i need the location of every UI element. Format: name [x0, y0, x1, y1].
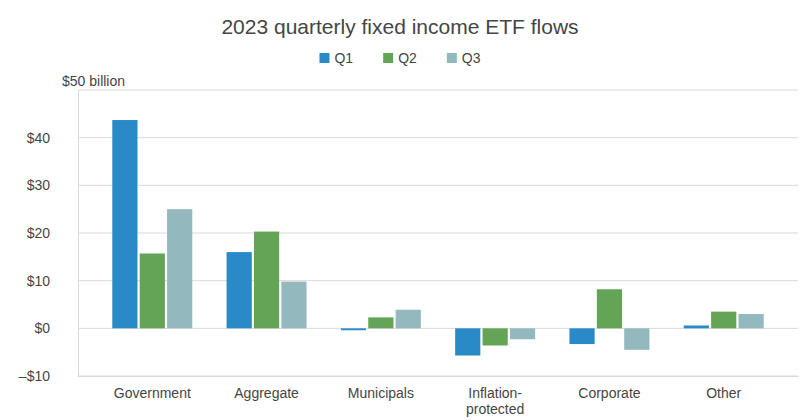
x-axis-line	[79, 376, 799, 377]
bar	[510, 328, 535, 339]
bar	[112, 120, 137, 328]
title: 2023 quarterly fixed income ETF flows	[221, 15, 578, 38]
grid	[78, 90, 798, 376]
y-tick: $10	[27, 273, 78, 289]
legend: Q1 Q2 Q3	[319, 50, 480, 66]
x-tick: Government	[114, 376, 191, 401]
bar	[281, 282, 306, 329]
grid-line	[78, 90, 798, 91]
legend-swatch	[319, 53, 329, 63]
y-axis: –$10 $0 $10 $20 $30 $40 $50 billion	[19, 73, 125, 384]
x-tick: Inflation-protected	[466, 376, 524, 417]
x-tick-label: Municipals	[348, 385, 414, 401]
bar	[341, 328, 366, 330]
chart: 2023 quarterly fixed income ETF flows –$1…	[0, 0, 800, 420]
y-tick-label: $20	[27, 225, 51, 241]
x-axis: Government Aggregate Municipals Inflation-p…	[79, 376, 799, 417]
series	[112, 120, 709, 355]
bar	[396, 310, 421, 329]
x-tick-label: Other	[706, 385, 741, 401]
bar	[739, 314, 764, 328]
legend-label: Q1	[334, 50, 353, 66]
legend-item: Q1	[319, 50, 353, 66]
y-tick-label: $10	[27, 273, 51, 289]
bar	[227, 252, 252, 328]
grid-line	[78, 376, 798, 377]
x-tick-label: Inflation-protected	[466, 385, 524, 417]
y-tick-label: $0	[34, 320, 50, 336]
legend-label: Q2	[398, 50, 417, 66]
legend-swatch	[383, 53, 393, 63]
legend-item: Q2	[383, 50, 417, 66]
y-tick-label: $40	[27, 130, 51, 146]
grid-line	[78, 185, 798, 186]
bar	[254, 232, 279, 329]
y-tick-label: $50 billion	[62, 73, 125, 89]
bar	[368, 317, 393, 328]
plot: –$10 $0 $10 $20 $30 $40 $50 billion Government A…	[19, 73, 799, 417]
x-tick: Aggregate	[234, 376, 299, 401]
x-tick-label: Aggregate	[234, 385, 299, 401]
y-tick: $40	[27, 130, 78, 146]
y-tick: $30	[27, 177, 78, 193]
bar	[624, 328, 649, 349]
series	[167, 209, 764, 350]
x-tick-label: Corporate	[578, 385, 640, 401]
y-tick-label: –$10	[19, 368, 50, 384]
bars	[112, 120, 763, 355]
bar	[140, 253, 165, 328]
y-axis-line	[78, 91, 79, 377]
bar	[597, 289, 622, 328]
legend-label: Q3	[462, 50, 481, 66]
y-tick: $0	[34, 320, 78, 336]
bar	[711, 312, 736, 329]
x-tick: Corporate	[578, 376, 640, 401]
legend-item: Q3	[447, 50, 481, 66]
legend-swatch	[447, 53, 457, 63]
grid-line	[78, 137, 798, 138]
y-tick: $50 billion	[62, 73, 125, 90]
x-tick-label: Government	[114, 385, 191, 401]
y-tick-label: $30	[27, 177, 51, 193]
bar	[483, 328, 508, 345]
bar	[684, 325, 709, 328]
bar	[167, 209, 192, 328]
bar	[455, 328, 480, 355]
y-tick: $20	[27, 225, 78, 241]
y-tick: –$10	[19, 368, 78, 384]
x-tick: Other	[706, 376, 741, 401]
x-tick: Municipals	[348, 376, 414, 401]
bar	[569, 328, 594, 344]
